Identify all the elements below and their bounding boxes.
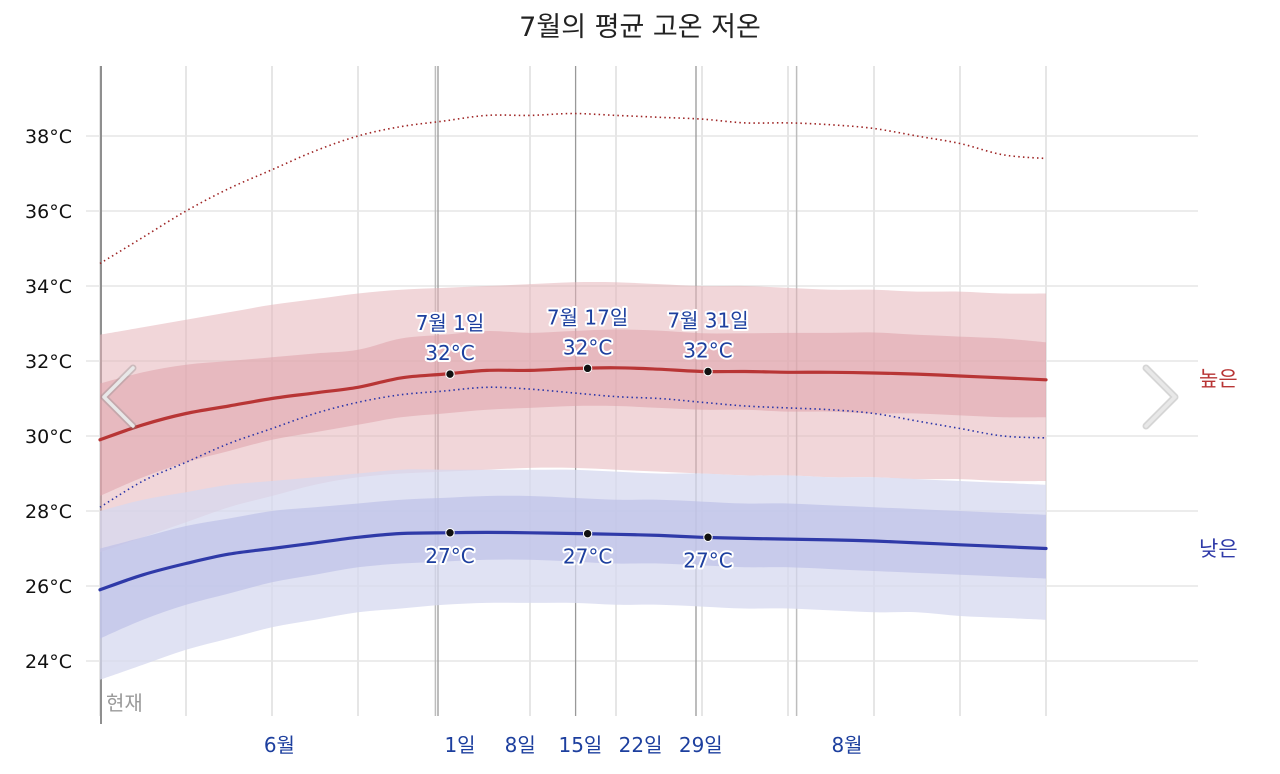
annotation-low-label: 27°C	[563, 545, 612, 569]
x-tick-label: 22일	[619, 733, 663, 757]
x-tick-label: 1일	[444, 733, 475, 757]
x-tick-label: 29일	[679, 733, 723, 757]
prev-button[interactable]	[92, 360, 142, 436]
annotation-markers: 7월 1일 32°C 27°C 7월 17일 32°C 27°C 7월 31일 32°C 27°…	[414, 303, 751, 574]
y-tick-label: 32°C	[25, 351, 72, 373]
x-tick-label: 8일	[505, 733, 536, 757]
chevron-left-icon-face	[102, 366, 135, 428]
y-tick-label: 26°C	[25, 576, 72, 598]
annotation-date-label: 7월 31일	[667, 309, 748, 333]
y-axis-ticks: 24°C 26°C 28°C 30°C 32°C 34°C 36°C 38°C	[25, 126, 72, 673]
y-tick-label: 28°C	[25, 501, 72, 523]
x-tick-label: 8월	[831, 733, 862, 757]
y-tick-label: 36°C	[25, 201, 72, 223]
y-tick-label: 30°C	[25, 426, 72, 448]
low-band-inner	[100, 495, 1046, 639]
y-tick-label: 34°C	[25, 276, 72, 298]
x-axis-ticks: 6월 1일 8일 15일 22일 29일 8월	[264, 733, 863, 757]
chevron-right-icon-face	[1144, 366, 1177, 428]
series-lines	[98, 366, 1048, 592]
annotation-date-label: 7월 17일	[547, 305, 628, 329]
low-marker	[445, 528, 455, 538]
next-button[interactable]	[1138, 360, 1188, 436]
low-series-line	[98, 530, 1048, 592]
chart-title: 7월의 평균 고온 저온	[519, 12, 761, 43]
annotation-date-label: 7월 1일	[416, 311, 485, 335]
low-marker	[703, 532, 713, 542]
annotation-high-label: 32°C	[425, 341, 474, 365]
now-label: 현재	[106, 691, 143, 715]
high-marker	[582, 363, 593, 374]
legend-low-label: 낮은	[1199, 537, 1238, 561]
x-tick-label: 6월	[264, 733, 295, 757]
annotation-high-label: 32°C	[683, 339, 732, 363]
annotation-low-label: 27°C	[683, 548, 732, 572]
x-tick-label: 15일	[558, 733, 602, 757]
annotation-low-label: 27°C	[425, 544, 474, 568]
y-tick-label: 24°C	[25, 651, 72, 673]
legend-high-label: 높은	[1199, 367, 1238, 391]
high-marker	[445, 369, 455, 379]
high-marker	[703, 366, 713, 377]
y-tick-label: 38°C	[25, 126, 72, 148]
low-marker	[582, 528, 593, 539]
high-series-line	[98, 366, 1048, 442]
annotation-high-label: 32°C	[563, 335, 612, 359]
